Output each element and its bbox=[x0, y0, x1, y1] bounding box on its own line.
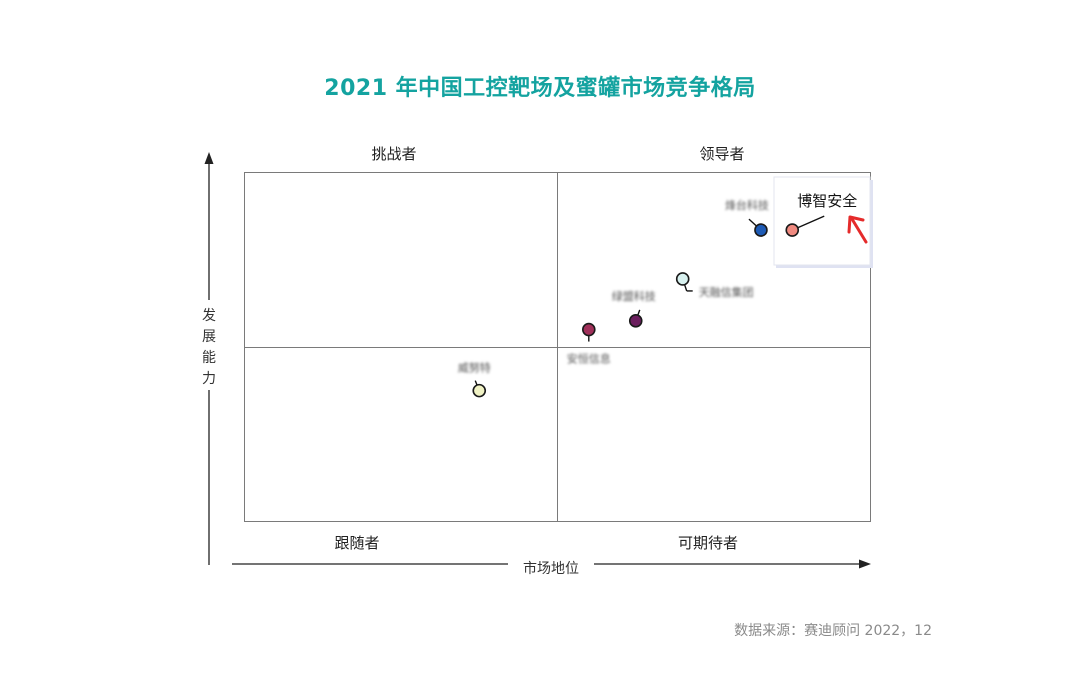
point-marker bbox=[628, 314, 643, 328]
point-label: 烽台科技 bbox=[725, 198, 769, 212]
x-axis-label: 市场地位 bbox=[523, 560, 579, 577]
point-marker bbox=[754, 223, 768, 237]
point-label: 博智安全 bbox=[797, 192, 857, 210]
point-marker bbox=[581, 322, 596, 337]
y-axis-arrowhead bbox=[204, 152, 214, 164]
quadrant-label-bottom-right: 可期待者 bbox=[678, 534, 738, 552]
company-point: 安恒信息 bbox=[567, 322, 611, 366]
company-point: 威努特 bbox=[458, 361, 491, 398]
company-point: 博智安全 bbox=[785, 192, 857, 237]
point-marker bbox=[472, 383, 487, 398]
point-label: 安恒信息 bbox=[567, 352, 611, 366]
company-point: 烽台科技 bbox=[725, 198, 769, 237]
company-point: 绿盟科技 bbox=[612, 289, 656, 328]
point-marker bbox=[675, 272, 690, 286]
data-source-note: 数据来源：赛迪顾问 2022，12 bbox=[734, 623, 932, 639]
quadrant-label-top-left: 挑战者 bbox=[371, 145, 416, 163]
red-arrow-icon bbox=[847, 215, 868, 244]
point-label: 天融信集团 bbox=[699, 285, 754, 299]
chart-title: 2021 年中国工控靶场及蜜罐市场竞争格局 bbox=[324, 76, 756, 101]
y-axis-label: 发展能力 bbox=[202, 308, 216, 387]
quadrant-label-bottom-left: 跟随者 bbox=[334, 534, 379, 552]
quadrant-label-top-right: 领导者 bbox=[699, 145, 744, 163]
x-axis-arrowhead bbox=[859, 559, 871, 569]
company-point: 天融信集团 bbox=[675, 272, 754, 299]
point-label: 威努特 bbox=[458, 361, 491, 375]
highlight-box bbox=[773, 176, 871, 266]
point-marker bbox=[785, 223, 800, 237]
point-label: 绿盟科技 bbox=[612, 289, 656, 303]
